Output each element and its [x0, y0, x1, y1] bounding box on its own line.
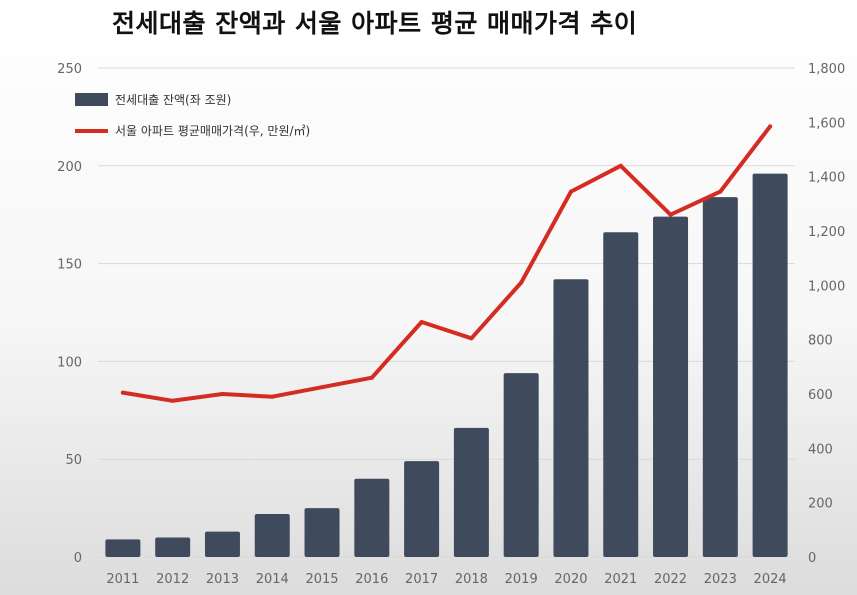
bar [453, 427, 489, 557]
x-tick-label: 2018 [455, 572, 488, 587]
line-point [568, 189, 573, 194]
x-axis: 2011 2012 2013 2014 2015 2016 2017 2018 2019 2020… [106, 572, 786, 587]
line-point [170, 398, 175, 403]
legend: 전세대출 잔액(좌 조원) 서울 아파트 평균매매가격(우, 만원/㎡) [75, 93, 310, 138]
bar-series [105, 173, 788, 557]
bar [553, 279, 589, 557]
line-point [369, 375, 374, 380]
gridlines [98, 67, 795, 558]
left-axis: 0 50 100 150 200 250 [57, 62, 82, 566]
x-tick-label: 2014 [256, 572, 289, 587]
line-point [469, 336, 474, 341]
line-series [120, 124, 773, 403]
line-point [718, 189, 723, 194]
right-tick-label: 1,200 [808, 225, 845, 240]
line-point [768, 124, 773, 129]
line-point [519, 280, 524, 285]
x-tick-label: 2021 [604, 572, 637, 587]
right-axis: 0 200 400 600 800 1,000 1,200 1,400 1,600 1,800 [808, 62, 845, 566]
bar [354, 478, 390, 557]
x-tick-label: 2015 [305, 572, 338, 587]
right-tick-label: 200 [808, 497, 833, 512]
left-tick-label: 200 [57, 160, 82, 175]
x-tick-label: 2017 [405, 572, 438, 587]
bar [155, 537, 191, 557]
line-point [320, 385, 325, 390]
x-tick-label: 2022 [654, 572, 687, 587]
left-tick-label: 150 [57, 258, 82, 273]
legend-bar-swatch [75, 93, 108, 106]
right-tick-label: 1,600 [808, 116, 845, 131]
line-point [270, 394, 275, 399]
x-tick-label: 2013 [206, 572, 239, 587]
right-tick-label: 400 [808, 442, 833, 457]
right-tick-label: 600 [808, 388, 833, 403]
bar [105, 539, 141, 557]
right-tick-label: 1,000 [808, 279, 845, 294]
left-tick-label: 100 [57, 355, 82, 370]
x-tick-label: 2020 [554, 572, 587, 587]
legend-line-swatch [75, 129, 108, 133]
x-tick-label: 2023 [704, 572, 737, 587]
bar [404, 461, 440, 557]
bar [603, 232, 639, 557]
x-tick-label: 2024 [754, 572, 787, 587]
x-tick-label: 2016 [355, 572, 388, 587]
title-bar [0, 0, 857, 48]
right-tick-label: 1,400 [808, 171, 845, 186]
bar [503, 373, 539, 557]
bar [653, 216, 689, 557]
bar [204, 531, 240, 557]
legend-bar-label: 전세대출 잔액(좌 조원) [115, 93, 231, 107]
line-point [668, 212, 673, 217]
price-line [120, 124, 773, 403]
left-tick-label: 0 [74, 551, 82, 566]
right-tick-label: 1,800 [808, 62, 845, 77]
bar [752, 173, 788, 557]
x-tick-label: 2011 [106, 572, 139, 587]
line-point [419, 320, 424, 325]
legend-line-label: 서울 아파트 평균매매가격(우, 만원/㎡) [115, 124, 310, 138]
x-tick-label: 2012 [156, 572, 189, 587]
bar [254, 513, 290, 557]
right-tick-label: 0 [808, 551, 816, 566]
left-tick-label: 250 [57, 62, 82, 77]
line-point [120, 390, 125, 395]
bar [702, 197, 738, 557]
x-tick-label: 2019 [505, 572, 538, 587]
right-tick-label: 800 [808, 334, 833, 349]
bar [304, 508, 340, 557]
chart-title: 전세대출 잔액과 서울 아파트 평균 매매가격 추이 [112, 9, 638, 38]
line-point [618, 163, 623, 168]
line-point [220, 392, 225, 396]
left-tick-label: 50 [65, 453, 82, 468]
